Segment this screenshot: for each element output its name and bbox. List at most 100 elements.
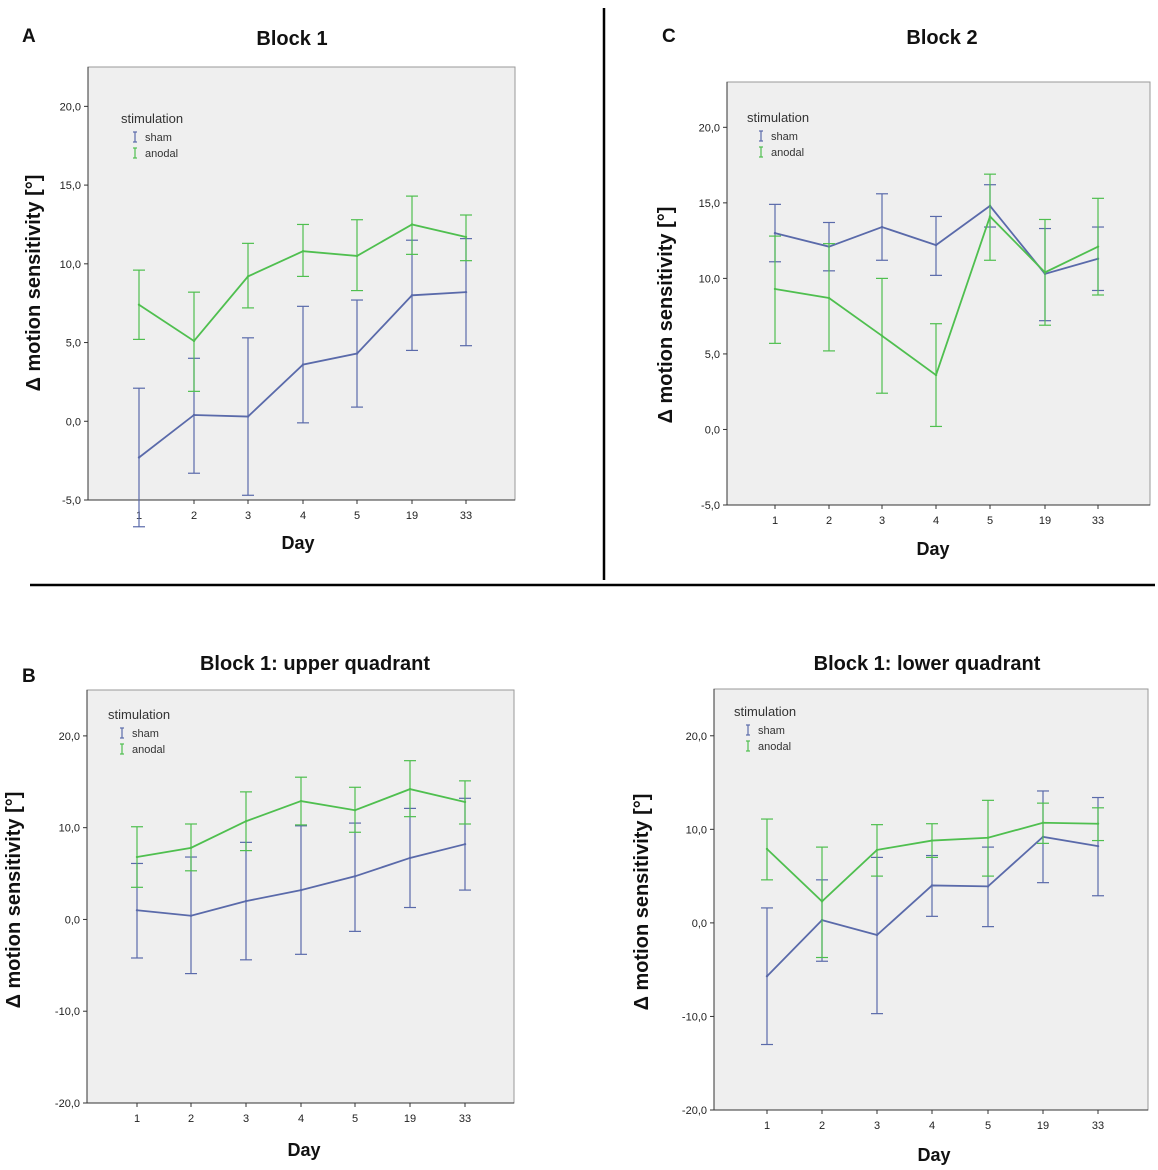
y-tick-label: 20,0 [59, 731, 80, 743]
data-point-sham [463, 842, 467, 846]
y-tick-label: 10,0 [59, 823, 80, 835]
x-tick-label: 4 [933, 515, 939, 527]
data-point-sham [408, 856, 412, 860]
y-tick-label: 10,0 [60, 259, 81, 271]
legend-title: stimulation [747, 110, 809, 125]
data-point-sham [773, 231, 777, 235]
x-tick-label: 5 [352, 1113, 358, 1125]
data-point-anodal [301, 250, 305, 253]
data-point-sham [299, 888, 303, 892]
legend-label-anodal: anodal [771, 147, 804, 159]
x-tick-label: 5 [987, 515, 993, 527]
data-point-anodal [408, 787, 412, 791]
legend-label-anodal: anodal [145, 148, 178, 160]
data-point-anodal [986, 836, 990, 839]
y-axis-label: Δ motion sensitivity [°] [655, 207, 677, 424]
legend-label-sham: sham [758, 725, 785, 737]
y-axis-label: Δ motion sensitivity [°] [3, 792, 25, 1009]
y-tick-label: -10,0 [682, 1011, 707, 1023]
data-point-anodal [1096, 822, 1100, 825]
data-point-sham [464, 290, 468, 294]
x-tick-label: 1 [134, 1113, 140, 1125]
x-tick-label: 5 [985, 1120, 991, 1132]
data-point-sham [934, 243, 938, 247]
x-axis-label: Day [281, 533, 314, 553]
data-point-anodal [1041, 821, 1045, 824]
legend-label-anodal: anodal [132, 744, 165, 756]
x-tick-label: 1 [772, 515, 778, 527]
y-tick-label: 5,0 [66, 338, 81, 350]
y-tick-label: -10,0 [55, 1006, 80, 1018]
data-point-sham [246, 415, 250, 418]
x-tick-label: 19 [1037, 1120, 1049, 1132]
data-point-anodal [353, 809, 357, 812]
y-tick-label: -5,0 [701, 500, 720, 512]
data-point-anodal [137, 303, 141, 306]
x-tick-label: 19 [1039, 515, 1051, 527]
data-point-anodal [135, 855, 139, 859]
panel-letter-a: A [22, 26, 36, 47]
data-point-anodal [827, 296, 831, 300]
y-tick-label: 20,0 [60, 101, 81, 113]
y-tick-label: 20,0 [699, 122, 720, 134]
data-point-anodal [820, 900, 824, 903]
x-axis-label: Day [287, 1140, 320, 1160]
data-point-sham [353, 875, 357, 878]
x-tick-label: 3 [874, 1120, 880, 1132]
x-tick-label: 33 [460, 510, 472, 522]
y-tick-label: 5,0 [705, 349, 720, 361]
x-tick-label: 19 [404, 1113, 416, 1125]
y-tick-label: -20,0 [682, 1105, 707, 1117]
data-point-anodal [355, 254, 359, 258]
y-axis-label: Δ motion sensitivity [°] [23, 175, 45, 392]
data-point-sham [244, 899, 248, 903]
x-tick-label: 2 [819, 1120, 825, 1132]
chart-upper-quadrant: -20,0 -10,0 0,0 10,0 20,0 1 2 3 4 5 19 33 Block 1: u… [3, 653, 515, 1160]
data-point-anodal [299, 799, 303, 803]
data-point-sham [137, 456, 141, 459]
y-tick-label: 20,0 [686, 731, 707, 743]
chart-block-2: -5,0 0,0 5,0 10,0 15,0 20,0 1 2 3 4 5 19 33 Block 2 Da… [655, 27, 1151, 559]
data-point-anodal [988, 215, 992, 218]
x-tick-label: 4 [298, 1113, 304, 1125]
x-tick-label: 4 [929, 1120, 935, 1132]
x-tick-label: 3 [879, 515, 885, 527]
data-point-anodal [765, 847, 769, 851]
y-tick-label: -5,0 [62, 495, 81, 507]
data-point-sham [192, 413, 196, 417]
x-tick-label: 2 [826, 515, 832, 527]
y-tick-label: 10,0 [686, 824, 707, 836]
y-tick-label: 10,0 [699, 273, 720, 285]
legend-title: stimulation [734, 704, 796, 719]
y-tick-label: 0,0 [66, 416, 81, 428]
data-point-sham [930, 884, 934, 887]
data-point-sham [765, 975, 769, 978]
data-point-sham [135, 909, 139, 912]
legend-label-sham: sham [771, 131, 798, 143]
data-point-sham [410, 294, 414, 297]
data-point-sham [355, 352, 359, 355]
y-tick-label: 15,0 [699, 198, 720, 210]
y-tick-label: 0,0 [65, 914, 80, 926]
y-tick-label: 0,0 [705, 424, 720, 436]
x-tick-label: 1 [764, 1120, 770, 1132]
legend-title: stimulation [121, 111, 183, 126]
x-tick-label: 33 [1092, 1120, 1104, 1132]
data-point-anodal [880, 334, 884, 337]
plot-area [726, 81, 1151, 506]
data-point-sham [986, 885, 990, 888]
chart-title: Block 2 [906, 27, 977, 49]
x-tick-label: 3 [245, 510, 251, 522]
x-tick-label: 33 [1092, 515, 1104, 527]
data-point-sham [880, 225, 884, 229]
chart-title: Block 1: lower quadrant [814, 653, 1041, 675]
y-axis-label: Δ motion sensitivity [°] [631, 794, 653, 1011]
data-point-sham [875, 933, 879, 937]
legend-title: stimulation [108, 707, 170, 722]
y-tick-label: 0,0 [692, 918, 707, 930]
data-point-anodal [1096, 245, 1100, 248]
legend-label-sham: sham [145, 132, 172, 144]
x-tick-label: 2 [188, 1113, 194, 1125]
x-tick-label: 5 [354, 510, 360, 522]
